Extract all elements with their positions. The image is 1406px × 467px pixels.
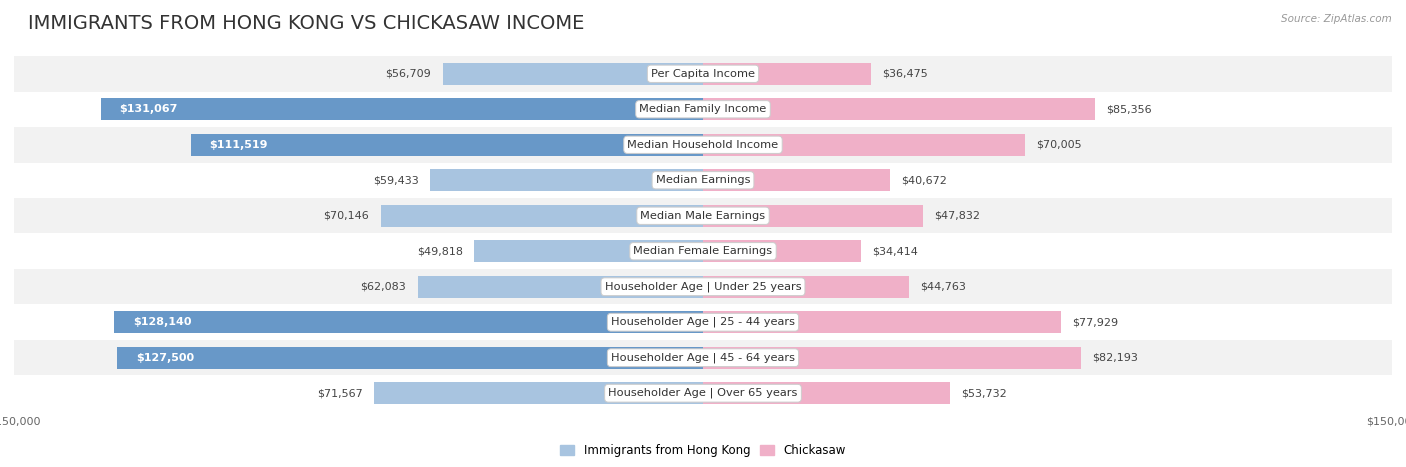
Bar bbox=[703, 347, 1080, 369]
Text: $128,140: $128,140 bbox=[132, 317, 191, 327]
Text: $40,672: $40,672 bbox=[901, 175, 948, 185]
Bar bbox=[703, 311, 1062, 333]
Bar bbox=[374, 382, 703, 404]
Bar bbox=[14, 92, 1392, 127]
Bar bbox=[418, 276, 703, 298]
Text: Median Earnings: Median Earnings bbox=[655, 175, 751, 185]
Bar bbox=[703, 205, 922, 227]
Bar bbox=[703, 276, 908, 298]
Text: $59,433: $59,433 bbox=[373, 175, 419, 185]
Text: $70,146: $70,146 bbox=[323, 211, 370, 221]
Bar bbox=[117, 347, 703, 369]
Text: $34,414: $34,414 bbox=[873, 246, 918, 256]
Text: Median Male Earnings: Median Male Earnings bbox=[641, 211, 765, 221]
Bar bbox=[114, 311, 703, 333]
Bar bbox=[381, 205, 703, 227]
Bar bbox=[443, 63, 703, 85]
Text: $49,818: $49,818 bbox=[416, 246, 463, 256]
Bar bbox=[191, 134, 703, 156]
Bar bbox=[703, 382, 950, 404]
Text: $77,929: $77,929 bbox=[1073, 317, 1119, 327]
Bar bbox=[14, 234, 1392, 269]
Bar bbox=[703, 240, 860, 262]
Text: Householder Age | 25 - 44 years: Householder Age | 25 - 44 years bbox=[612, 317, 794, 327]
Text: $44,763: $44,763 bbox=[920, 282, 966, 292]
Text: Source: ZipAtlas.com: Source: ZipAtlas.com bbox=[1281, 14, 1392, 24]
Text: Householder Age | Over 65 years: Householder Age | Over 65 years bbox=[609, 388, 797, 398]
Bar bbox=[703, 134, 1025, 156]
Bar bbox=[14, 340, 1392, 375]
Text: $71,567: $71,567 bbox=[318, 388, 363, 398]
Text: Householder Age | Under 25 years: Householder Age | Under 25 years bbox=[605, 282, 801, 292]
Bar bbox=[14, 304, 1392, 340]
Text: $56,709: $56,709 bbox=[385, 69, 432, 79]
Text: $62,083: $62,083 bbox=[360, 282, 406, 292]
Bar bbox=[14, 269, 1392, 304]
Text: $85,356: $85,356 bbox=[1107, 104, 1152, 114]
Bar bbox=[101, 98, 703, 120]
Legend: Immigrants from Hong Kong, Chickasaw: Immigrants from Hong Kong, Chickasaw bbox=[555, 439, 851, 462]
Bar bbox=[14, 56, 1392, 92]
Bar bbox=[703, 98, 1095, 120]
Text: $111,519: $111,519 bbox=[209, 140, 267, 150]
Text: $53,732: $53,732 bbox=[962, 388, 1007, 398]
Text: Per Capita Income: Per Capita Income bbox=[651, 69, 755, 79]
Bar bbox=[14, 127, 1392, 163]
Bar bbox=[430, 169, 703, 191]
Text: $36,475: $36,475 bbox=[882, 69, 928, 79]
Text: Median Household Income: Median Household Income bbox=[627, 140, 779, 150]
Bar bbox=[703, 63, 870, 85]
Bar bbox=[703, 169, 890, 191]
Bar bbox=[14, 375, 1392, 411]
Text: IMMIGRANTS FROM HONG KONG VS CHICKASAW INCOME: IMMIGRANTS FROM HONG KONG VS CHICKASAW I… bbox=[28, 14, 585, 33]
Text: $127,500: $127,500 bbox=[136, 353, 194, 363]
Text: $82,193: $82,193 bbox=[1092, 353, 1137, 363]
Bar bbox=[474, 240, 703, 262]
Bar bbox=[14, 163, 1392, 198]
Text: $70,005: $70,005 bbox=[1036, 140, 1081, 150]
Bar bbox=[14, 198, 1392, 234]
Text: Median Female Earnings: Median Female Earnings bbox=[634, 246, 772, 256]
Text: $131,067: $131,067 bbox=[120, 104, 177, 114]
Text: $47,832: $47,832 bbox=[934, 211, 980, 221]
Text: Householder Age | 45 - 64 years: Householder Age | 45 - 64 years bbox=[612, 353, 794, 363]
Text: Median Family Income: Median Family Income bbox=[640, 104, 766, 114]
